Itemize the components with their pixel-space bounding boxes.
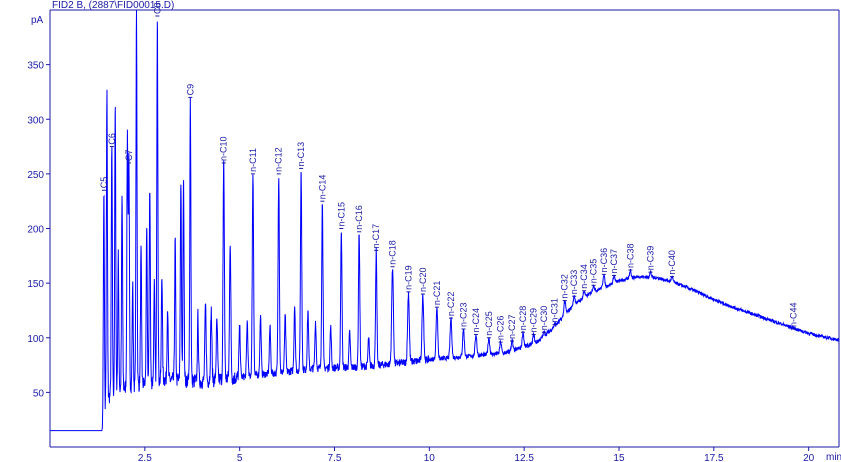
peak-label: n-C27 xyxy=(507,315,517,340)
x-tick-label: 15 xyxy=(613,453,625,462)
peak-label: n-C39 xyxy=(645,246,655,271)
y-tick-label: 50 xyxy=(33,388,45,399)
y-tick-label: 350 xyxy=(27,61,44,72)
peak-label: n-C44 xyxy=(788,302,798,327)
peak-label: n-C14 xyxy=(317,175,327,200)
peak-labels: C5 C6 C7 C8 C9 n-C10 n-C11 n-C12 n-C13 n-C14 n-C15… xyxy=(99,2,798,343)
peak-label: n-C16 xyxy=(354,205,364,230)
peak-label: C7 xyxy=(124,149,134,161)
x-tick-label: 10 xyxy=(424,453,436,462)
peak-label: n-C40 xyxy=(667,250,677,275)
peak-label: n-C34 xyxy=(579,264,589,289)
peak-label: n-C10 xyxy=(219,136,229,161)
peak-label: C9 xyxy=(185,84,195,96)
x-tick-label: 20 xyxy=(803,453,815,462)
y-axis-unit: pA xyxy=(31,15,44,26)
y-tick-label: 150 xyxy=(27,279,44,290)
peak-label: n-C24 xyxy=(471,308,481,333)
x-tick-label: 17.5 xyxy=(704,453,724,462)
peak-label: C8 xyxy=(152,2,162,14)
peak-label: n-C12 xyxy=(274,147,284,172)
peak-label: n-C13 xyxy=(296,142,306,167)
chromatogram-header: FID2 B, (2887\FID00015.D) xyxy=(52,0,175,11)
x-tick-label: 2.5 xyxy=(138,453,152,462)
peak-label: n-C30 xyxy=(539,306,549,331)
peak-label: n-C32 xyxy=(560,274,570,299)
peak-label: n-C25 xyxy=(484,311,494,336)
fid-trace xyxy=(50,9,840,432)
peak-label: n-C19 xyxy=(403,265,413,290)
peak-label: C6 xyxy=(107,133,117,145)
peak-label: n-C18 xyxy=(388,240,398,265)
x-tick-label: 7.5 xyxy=(328,453,342,462)
peak-label: n-C28 xyxy=(518,306,528,331)
peak-label: n-C29 xyxy=(529,308,539,333)
peak-label: n-C17 xyxy=(371,224,381,249)
y-ticks: 50 100 150 200 250 300 350 xyxy=(27,61,50,399)
y-tick-label: 100 xyxy=(27,334,44,345)
peak-label: n-C36 xyxy=(599,248,609,273)
peak-label: n-C33 xyxy=(569,270,579,295)
peak-label: n-C37 xyxy=(609,249,619,274)
peak-label: n-C26 xyxy=(496,316,506,341)
x-axis-unit: min xyxy=(826,452,841,462)
peak-label: C5 xyxy=(99,177,109,189)
peak-label: n-C11 xyxy=(248,148,258,172)
y-tick-label: 250 xyxy=(27,170,44,181)
peak-label: n-C23 xyxy=(458,302,468,327)
peak-label: n-C21 xyxy=(432,281,442,306)
x-ticks: 2.5 5 7.5 10 12.5 15 17.5 20 xyxy=(138,447,815,462)
peak-label: n-C35 xyxy=(589,259,599,284)
peak-label: n-C22 xyxy=(446,292,456,317)
y-tick-label: 300 xyxy=(27,115,44,126)
y-tick-label: 200 xyxy=(27,225,44,236)
peak-label: n-C31 xyxy=(550,298,560,323)
peak-label: n-C20 xyxy=(418,268,428,293)
x-tick-label: 12.5 xyxy=(514,453,534,462)
peak-label: n-C15 xyxy=(336,202,346,227)
peak-label: n-C38 xyxy=(625,243,635,268)
x-tick-label: 5 xyxy=(237,453,243,462)
